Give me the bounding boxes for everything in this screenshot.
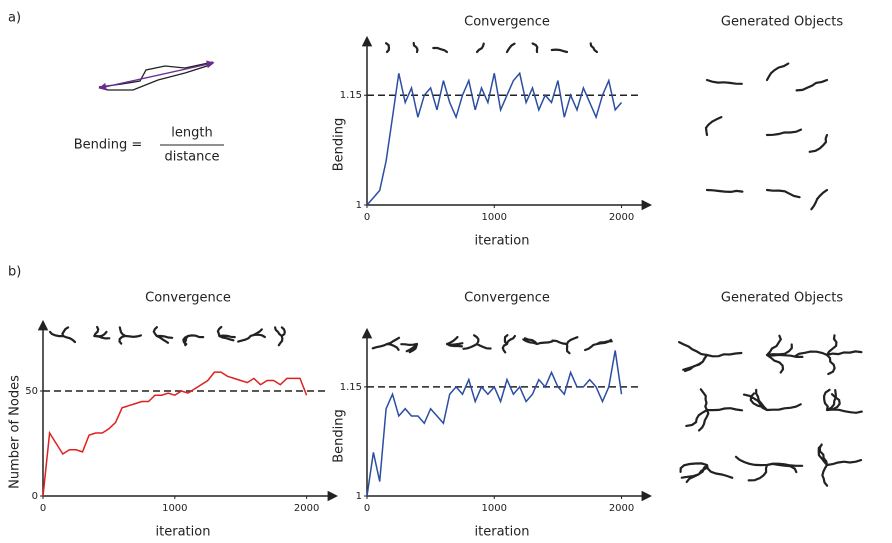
x-tick-label: 2000 (294, 503, 319, 514)
distance-arrow (98, 60, 215, 91)
generated-object (795, 78, 829, 92)
x-axis-label: iteration (475, 234, 530, 249)
y-axis-label: Number of Nodes (8, 375, 23, 489)
panel-label: a) (8, 11, 21, 26)
generated-object (765, 62, 790, 82)
generated-object (522, 337, 554, 346)
data-line (42, 371, 308, 497)
section-title: Generated Objects (721, 15, 843, 30)
y-tick-label: 0 (32, 491, 38, 502)
generated-object (734, 455, 804, 482)
generated-object (742, 388, 802, 412)
generated-object (412, 41, 419, 54)
formula-numerator: length (171, 126, 212, 141)
generated-object (152, 326, 174, 344)
generated-object (793, 334, 863, 376)
generated-object (765, 128, 803, 137)
generated-object (808, 133, 829, 153)
generated-object (371, 336, 401, 351)
x-tick-label: 1000 (482, 212, 507, 223)
y-tick-label: 1 (356, 491, 362, 502)
generated-object (93, 325, 111, 340)
x-axis-label: iteration (156, 525, 211, 540)
generated-object (445, 335, 464, 348)
generated-object (48, 326, 77, 344)
generated-object (705, 78, 743, 85)
generated-object (584, 338, 613, 352)
y-tick-label: 1.15 (340, 382, 362, 393)
generated-object (679, 462, 734, 483)
generated-object (274, 326, 286, 347)
generated-object (822, 388, 863, 414)
x-tick-label: 0 (40, 503, 46, 514)
generated-object (182, 334, 205, 347)
data-line (366, 71, 623, 206)
y-tick-label: 1 (356, 200, 362, 211)
section-title: Generated Objects (721, 291, 843, 306)
y-tick-label: 50 (25, 386, 38, 397)
formula-denominator: distance (164, 150, 219, 165)
generated-object (589, 42, 599, 54)
generated-object (118, 326, 142, 345)
generated-object (810, 188, 829, 211)
x-tick-label: 2000 (609, 503, 634, 514)
generated-object (432, 46, 449, 54)
generated-object (817, 443, 863, 487)
generated-object (678, 341, 743, 373)
x-tick-label: 1000 (162, 503, 187, 514)
generated-object (551, 336, 579, 355)
generated-object (685, 388, 744, 432)
x-tick-label: 2000 (609, 212, 634, 223)
generated-object (501, 334, 516, 354)
generated-object (216, 325, 236, 342)
data-line (366, 350, 623, 497)
y-axis-label: Bending (332, 118, 347, 172)
generated-object (765, 188, 801, 199)
chart-title: Convergence (464, 15, 550, 30)
generated-object (385, 42, 391, 54)
chart-title: Convergence (464, 291, 550, 306)
x-tick-label: 0 (364, 503, 370, 514)
generated-object (237, 328, 266, 343)
generated-object (505, 42, 516, 54)
x-tick-label: 1000 (482, 503, 507, 514)
formula-lhs: Bending = (74, 138, 143, 153)
panel-label: b) (8, 265, 21, 280)
generated-object (531, 42, 539, 54)
x-axis-label: iteration (475, 525, 530, 540)
generated-object (400, 342, 419, 354)
generated-object (704, 116, 723, 137)
generated-object (462, 334, 492, 350)
y-tick-label: 1.15 (340, 90, 362, 101)
generated-object (765, 334, 804, 374)
chart-title: Convergence (145, 291, 231, 306)
generated-object (475, 42, 485, 54)
x-tick-label: 0 (364, 212, 370, 223)
generated-object (705, 188, 744, 194)
y-axis-label: Bending (332, 409, 347, 463)
generated-object (550, 48, 569, 54)
